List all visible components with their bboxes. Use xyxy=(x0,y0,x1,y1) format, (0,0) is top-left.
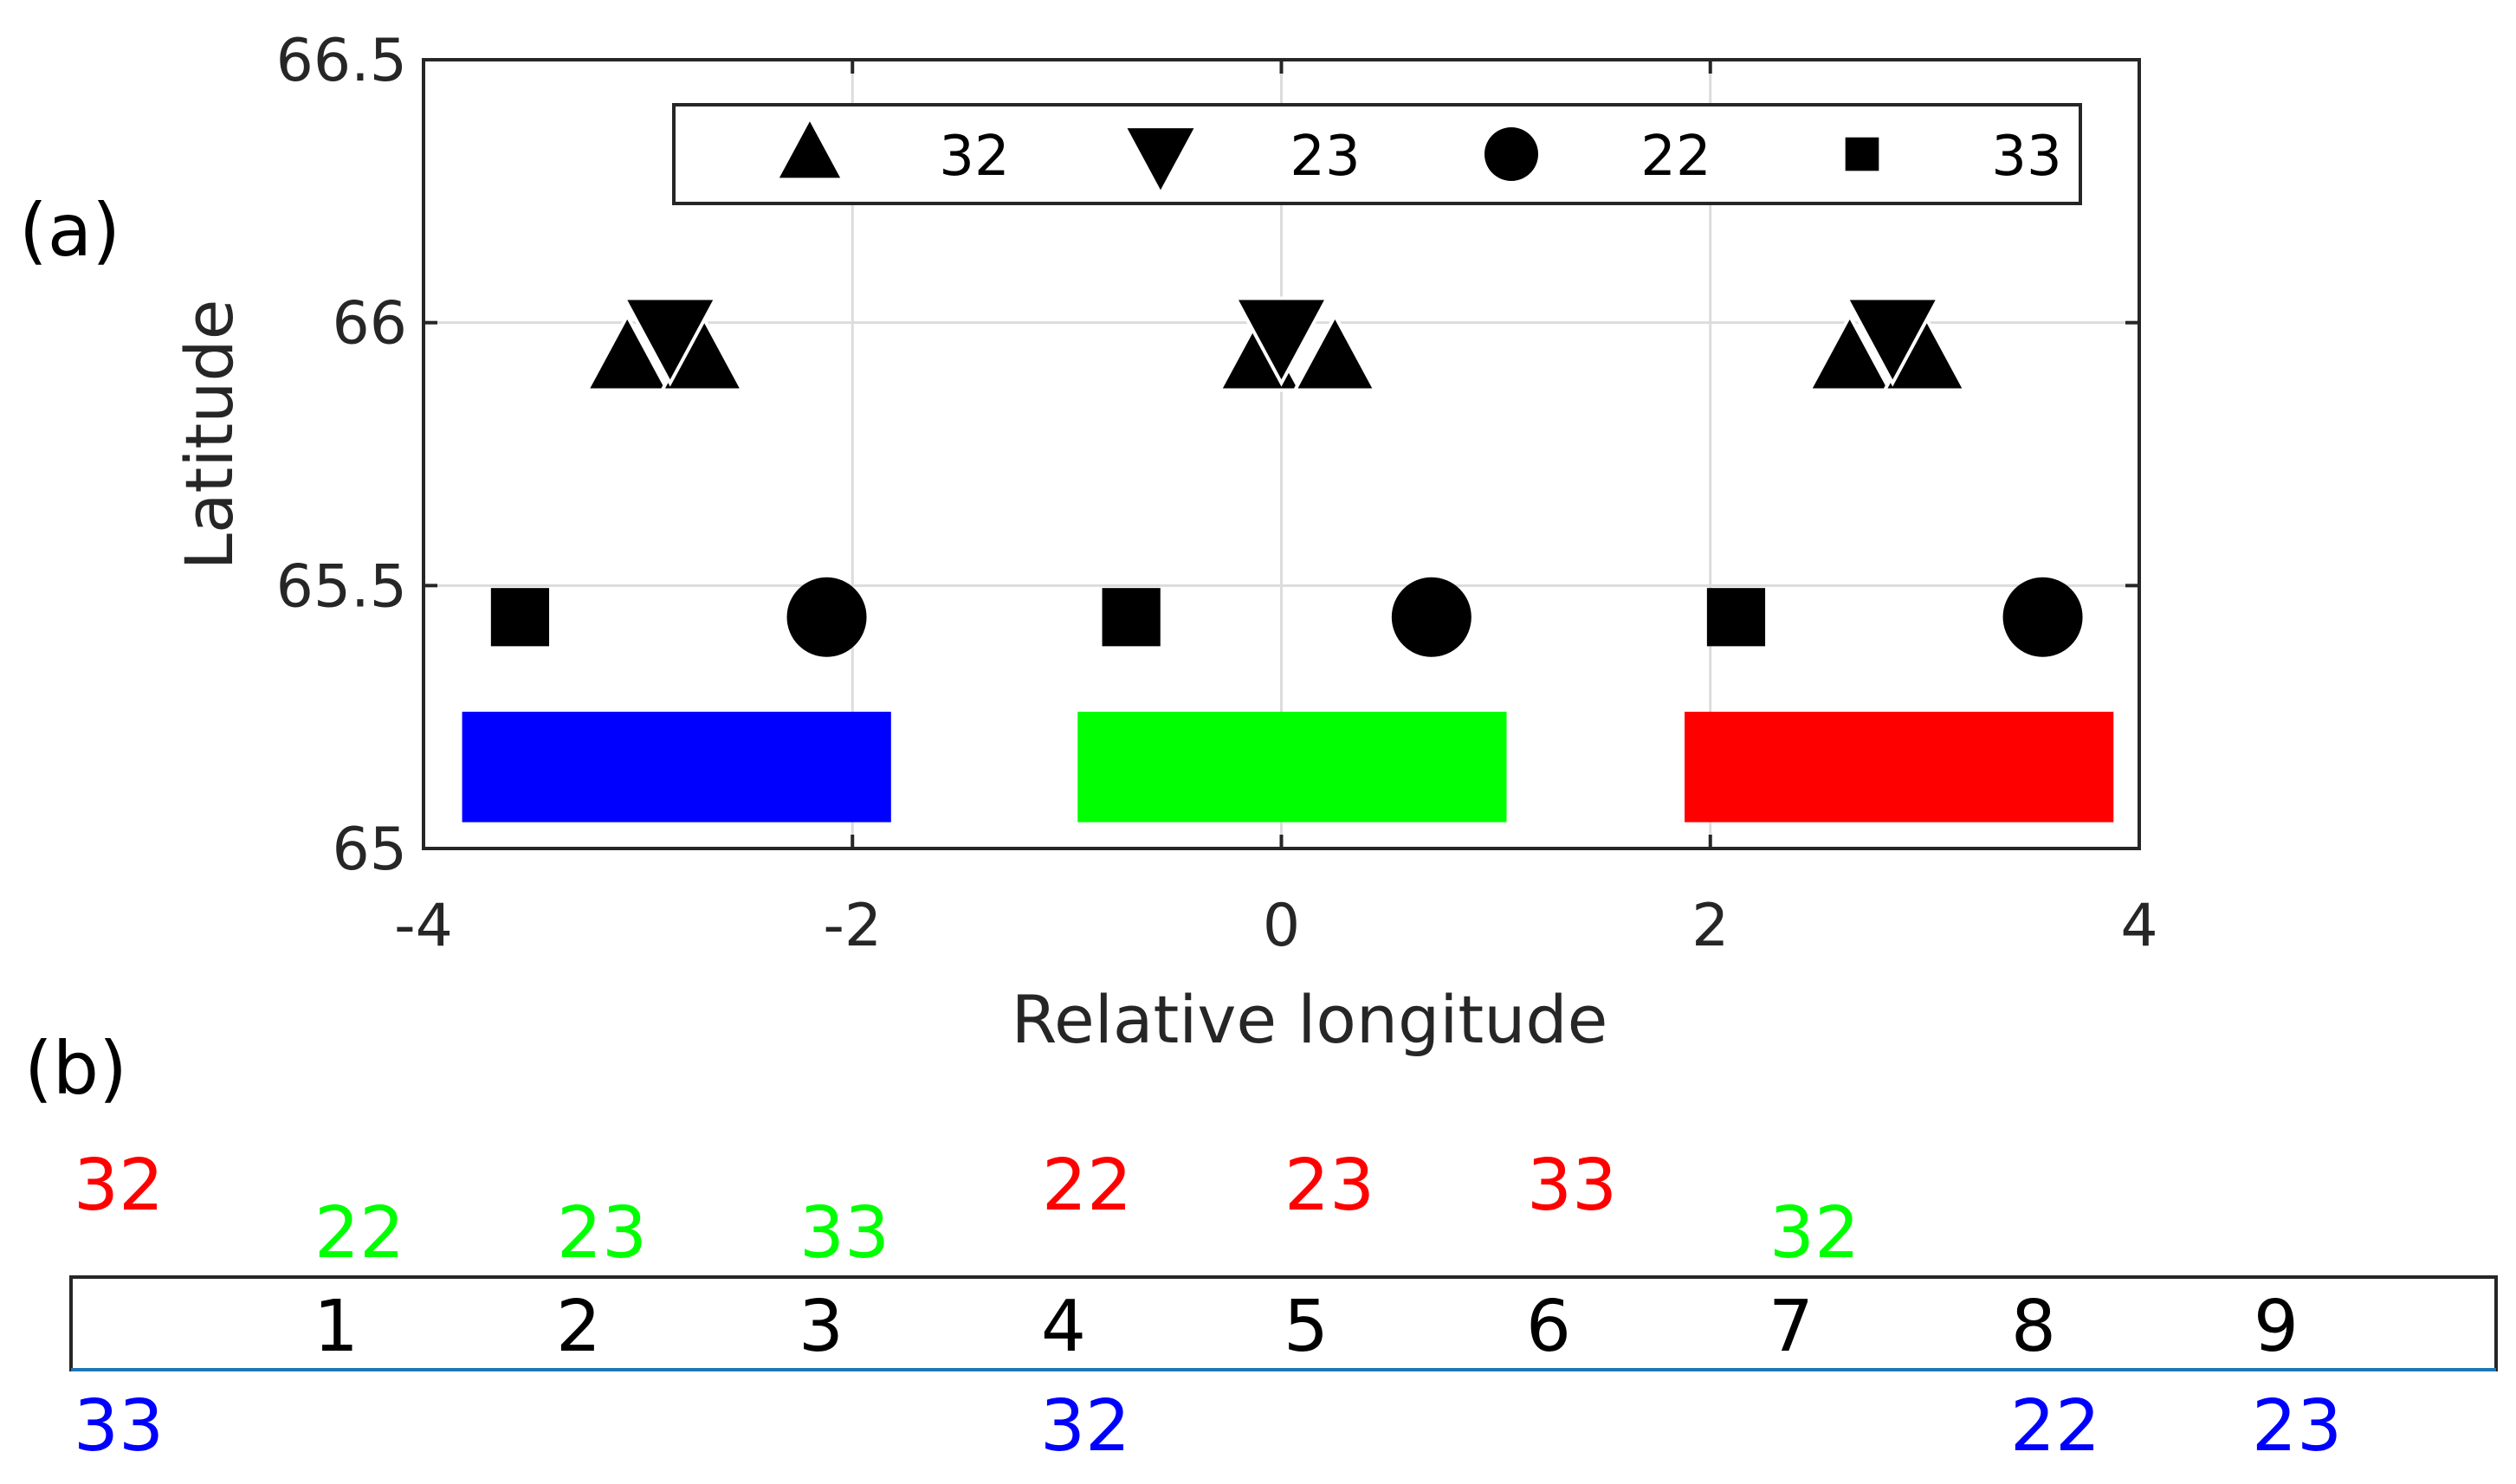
marker-33 xyxy=(490,588,550,647)
label-below: 33 xyxy=(74,1385,164,1468)
marker-23 xyxy=(621,296,719,387)
legend: 32 23 22 33 xyxy=(672,103,2082,205)
color-bars xyxy=(462,712,2114,823)
label-above: 32 xyxy=(1769,1192,1860,1274)
x-axis-label: Relative longitude xyxy=(1012,981,1608,1058)
marker-33 xyxy=(1102,588,1161,647)
legend-marker-22 xyxy=(1484,127,1538,181)
y-tick-label: 66 xyxy=(332,290,407,358)
y-tick-label: 65.5 xyxy=(276,552,407,621)
marker-32 xyxy=(1807,312,1893,392)
marker-33 xyxy=(1706,588,1766,647)
color-bar xyxy=(462,712,891,823)
cell-number: 2 xyxy=(556,1286,601,1368)
marker-32 xyxy=(1291,312,1378,392)
y-axis-label: Latitude xyxy=(171,300,248,571)
cell-number: 4 xyxy=(1041,1286,1086,1368)
y-tick-label: 66.5 xyxy=(276,27,407,95)
marker-22 xyxy=(786,577,867,657)
cell-number: 3 xyxy=(799,1286,844,1368)
markers xyxy=(490,296,2083,657)
legend-label-23: 23 xyxy=(1290,125,1360,189)
color-bar xyxy=(1685,712,2114,823)
x-tick-label: -2 xyxy=(823,892,882,960)
marker-22 xyxy=(1391,577,1471,657)
x-tick-label: 4 xyxy=(2120,892,2157,960)
legend-label-22: 22 xyxy=(1640,125,1711,189)
x-tick-label: 2 xyxy=(1691,892,1729,960)
panel-a-label: (a) xyxy=(19,188,120,273)
cell-number: 1 xyxy=(314,1286,359,1368)
y-tick-label: 65 xyxy=(332,816,407,884)
label-above: 32 xyxy=(74,1145,164,1227)
x-tick-label: -4 xyxy=(394,892,453,960)
label-above: 22 xyxy=(1042,1145,1132,1227)
label-below: 23 xyxy=(2252,1385,2342,1468)
label-below: 32 xyxy=(1040,1385,1130,1468)
panel-b-label: (b) xyxy=(24,1026,127,1111)
legend-marker-32 xyxy=(773,113,846,182)
cell-number: 5 xyxy=(1284,1286,1329,1368)
cell-number: 6 xyxy=(1526,1286,1571,1368)
marker-22 xyxy=(2002,577,2083,657)
axis-ticks: -4 -2 0 2 4 65 65.5 66 66.5 xyxy=(276,27,2158,960)
label-below: 22 xyxy=(2010,1385,2100,1468)
legend-label-33: 33 xyxy=(1991,125,2061,189)
label-above: 23 xyxy=(1284,1145,1374,1227)
marker-32 xyxy=(584,312,670,392)
marker-23 xyxy=(1232,296,1330,387)
cell-number: 7 xyxy=(1769,1286,1814,1368)
cell-number: 8 xyxy=(2011,1286,2056,1368)
legend-box xyxy=(672,103,2082,205)
legend-marker-23 xyxy=(1121,125,1200,197)
legend-label-32: 32 xyxy=(939,125,1009,189)
label-above: 33 xyxy=(1527,1145,1617,1227)
marker-23 xyxy=(1844,296,1942,387)
x-tick-label: 0 xyxy=(1263,892,1300,960)
label-above: 22 xyxy=(314,1192,404,1274)
legend-marker-33 xyxy=(1845,137,1879,171)
label-above: 33 xyxy=(799,1192,889,1274)
label-above: 23 xyxy=(557,1192,647,1274)
color-bar xyxy=(1077,712,1507,823)
cell-number: 9 xyxy=(2254,1286,2299,1368)
